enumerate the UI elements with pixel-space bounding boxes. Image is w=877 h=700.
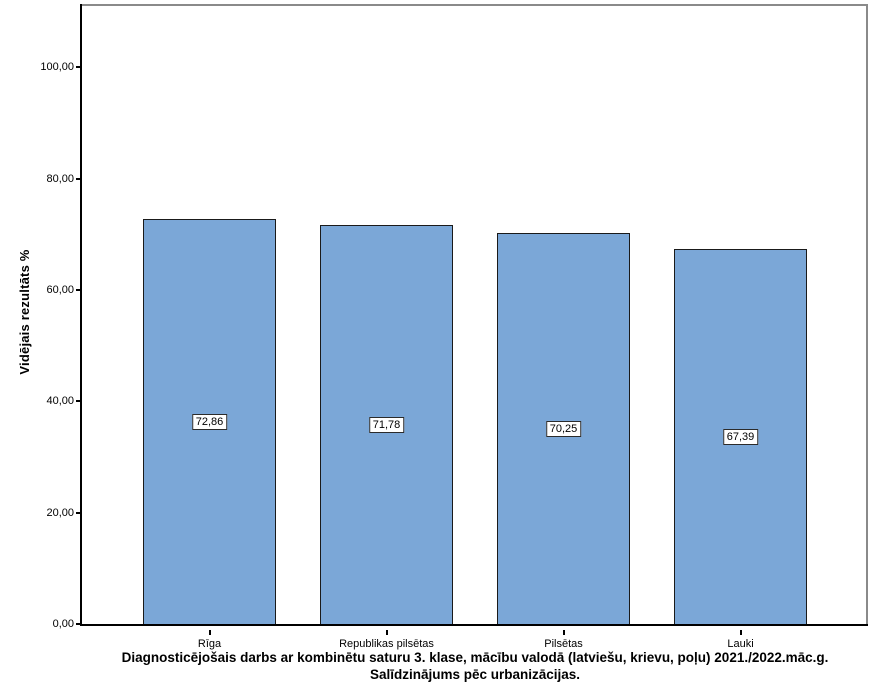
bar-value-label: 71,78 [368,416,405,433]
plot-frame-right-line [866,4,868,626]
caption-line-2: Salīdzinājums pēc urbanizācijas. [369,667,581,682]
x-category-label: Republikas pilsētas [339,638,434,650]
plot-frame-top-line [80,4,868,6]
y-tick-mark [76,511,82,514]
x-tick-mark [739,630,742,635]
y-tick-mark [76,66,82,69]
bar-2: 71,78 [320,224,453,624]
bar-value-label: 70,25 [545,421,582,437]
bar-3: 70,25 [497,233,630,624]
x-axis-line [80,624,868,626]
x-category-label: Rīga [197,638,222,650]
x-tick-mark [562,630,565,635]
bar-4: 67,39 [674,248,807,624]
y-tick-label: 80,00 [46,172,74,185]
y-tick-label: 100,00 [40,61,74,74]
x-category-label: Pilsētas [544,638,583,650]
y-tick-label: 20,00 [46,506,74,519]
bar-value-label: 72,86 [191,413,228,430]
x-tick-mark [385,630,388,635]
chart-caption: Diagnosticējošais darbs ar kombinētu sat… [82,649,868,683]
y-tick-label: 60,00 [46,284,74,297]
bar-value-label: 67,39 [722,428,759,445]
caption-line-1: Diagnosticējošais darbs ar kombinētu sat… [121,650,829,665]
bar-1: 72,86 [143,218,276,624]
y-axis-line [80,4,82,626]
y-tick-label: 0,00 [52,618,74,630]
y-tick-mark [76,289,82,292]
plot-area: 0,00 20,00 40,00 60,00 80,00 100,00 72,86 Rīga 7… [40,5,866,650]
y-tick-label: 40,00 [46,395,74,408]
y-tick-mark [76,623,82,625]
x-category-label: Lauki [727,638,754,650]
x-tick-mark [208,630,211,635]
y-tick-mark [76,177,82,180]
y-tick-mark [76,400,82,403]
y-axis-title: Vidējais rezultāts % [17,249,32,375]
